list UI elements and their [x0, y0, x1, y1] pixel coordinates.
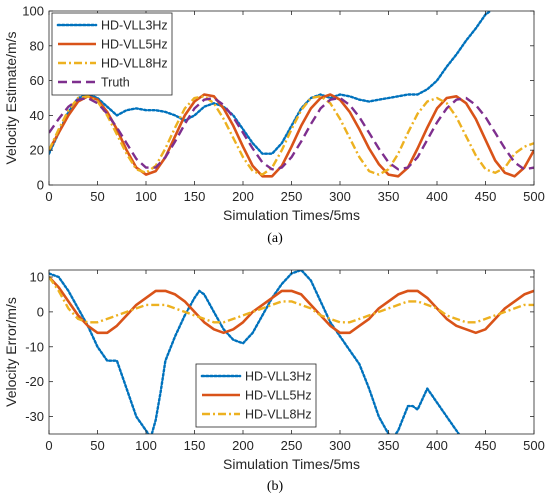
y-tick-label: 100	[22, 4, 44, 19]
y-tick-label: 0	[37, 304, 44, 319]
legend: HD-VLL3Hz HD-VLL5Hz HD-VLL8Hz	[195, 363, 317, 428]
series-line-HD-VLL8Hz	[49, 276, 534, 324]
x-tick-label: 500	[523, 438, 545, 453]
y-tick-label: 10	[30, 269, 44, 284]
x-tick-label: 100	[135, 438, 157, 453]
panel-caption: (b)	[267, 479, 284, 494]
x-tick-label: 250	[281, 189, 303, 204]
legend-label: HD-VLL3Hz	[245, 370, 312, 384]
x-tick-label: 150	[184, 189, 206, 204]
y-tick-label: -20	[25, 374, 44, 389]
y-tick-label: -30	[25, 409, 44, 424]
series-line-HD-VLL8Hz	[49, 95, 534, 176]
x-tick-label: 350	[378, 438, 400, 453]
series-line-HD-VLL5Hz	[49, 276, 534, 335]
x-tick-label: 500	[523, 189, 545, 204]
panel-caption: (a)	[267, 231, 283, 246]
x-tick-label: 300	[329, 189, 351, 204]
y-tick-label: -10	[25, 339, 44, 354]
x-tick-label: 450	[475, 438, 497, 453]
y-tick-label: 20	[30, 143, 44, 158]
y-axis-label: Velocity Estimate/m/s	[3, 31, 19, 164]
x-tick-label: 450	[475, 189, 497, 204]
x-tick-label: 300	[329, 438, 351, 453]
chart-panel-1: 0 50 100 150 200 250 300 350 400 450 500 0 20 40 60 80 1…	[3, 4, 545, 247]
series-line-HD-VLL5Hz	[49, 93, 534, 178]
y-axis-label: Velocity Error/m/s	[3, 297, 19, 407]
x-axis-label: Simulation Times/5ms	[223, 207, 360, 223]
legend-label: HD-VLL8Hz	[101, 57, 168, 71]
y-tick-label: 40	[30, 108, 44, 123]
x-tick-label: 0	[45, 189, 52, 204]
x-tick-label: 150	[184, 438, 206, 453]
legend-label: Truth	[101, 76, 130, 90]
x-tick-label: 350	[378, 189, 400, 204]
series-group	[49, 270, 534, 434]
legend-label: HD-VLL5Hz	[101, 38, 168, 52]
x-tick-label: 200	[232, 189, 254, 204]
x-tick-label: 50	[90, 438, 104, 453]
x-tick-label: 250	[281, 438, 303, 453]
series-group	[49, 11, 534, 178]
series-line-HD-VLL3Hz	[49, 11, 492, 155]
x-tick-label: 0	[45, 438, 52, 453]
x-tick-label: 100	[135, 189, 157, 204]
legend-label: HD-VLL8Hz	[245, 408, 312, 422]
x-tick-label: 200	[232, 438, 254, 453]
legend-label: HD-VLL3Hz	[101, 19, 168, 33]
series-line-HD-VLL3Hz	[49, 270, 461, 434]
y-tick-label: 80	[30, 38, 44, 53]
x-tick-label: 50	[90, 189, 104, 204]
x-tick-label: 400	[426, 189, 448, 204]
x-tick-label: 400	[426, 438, 448, 453]
legend-label: HD-VLL5Hz	[245, 389, 312, 403]
series-line-Truth	[49, 96, 534, 171]
chart-panel-2: 0 50 100 150 200 250 300 350 400 450 500 -30 -20 -10 0…	[3, 269, 545, 494]
legend: HD-VLL3Hz HD-VLL5Hz HD-VLL8Hz Truth	[51, 12, 173, 96]
y-tick-label: 0	[37, 178, 44, 193]
x-axis-label: Simulation Times/5ms	[223, 456, 360, 472]
y-tick-label: 60	[30, 73, 44, 88]
